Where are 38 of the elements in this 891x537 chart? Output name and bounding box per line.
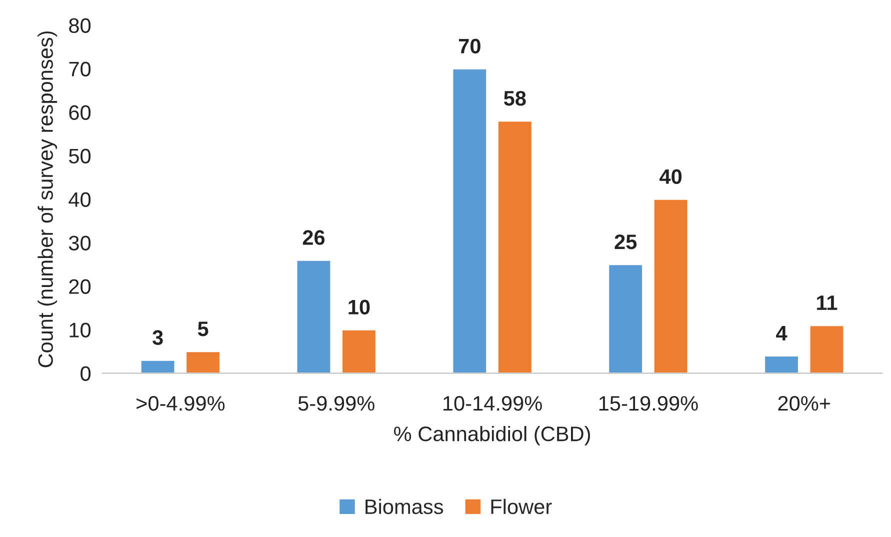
y-axis-title: Count (number of survey responses) (38, 31, 58, 368)
y-tick-label: 30 (68, 236, 91, 250)
data-label: 4 (776, 326, 788, 340)
x-tick-label: 5-9.99% (298, 396, 374, 411)
bar (497, 120, 533, 374)
bar (341, 329, 377, 374)
data-label: 3 (152, 330, 163, 345)
legend-label: Flower (491, 498, 552, 514)
bar (608, 264, 644, 374)
y-tick-label: 0 (80, 366, 91, 381)
x-tick-label: 10-14.99% (443, 396, 542, 411)
bar (808, 324, 845, 374)
data-label: 26 (302, 230, 325, 245)
bar (296, 259, 332, 374)
y-tick-label: 70 (69, 62, 91, 76)
data-label: 70 (458, 38, 480, 54)
x-tick-label: 15-19.99% (599, 396, 698, 411)
bar (764, 355, 800, 374)
bar (185, 350, 221, 374)
data-label: 58 (504, 90, 526, 106)
bar (452, 68, 488, 374)
data-label: 5 (198, 322, 208, 336)
y-tick-label: 40 (68, 192, 91, 207)
bar (652, 198, 689, 374)
x-tick-label: >0-4.99% (136, 396, 225, 411)
y-tick-label: 50 (69, 148, 91, 164)
x-tick-label: 20%+ (778, 396, 830, 411)
y-tick-label: 60 (69, 105, 91, 120)
y-tick-label: 80 (69, 18, 91, 33)
data-label: 11 (817, 296, 838, 310)
data-label: 10 (348, 300, 370, 314)
y-tick-label: 20 (69, 279, 91, 294)
legend-label: Biomass (366, 498, 444, 514)
bar (140, 359, 176, 374)
x-axis-title: % Cannabidiol (CBD) (394, 426, 590, 446)
data-label: 25 (614, 234, 637, 250)
y-tick-label: 10 (70, 322, 91, 338)
data-label: 40 (660, 169, 682, 184)
